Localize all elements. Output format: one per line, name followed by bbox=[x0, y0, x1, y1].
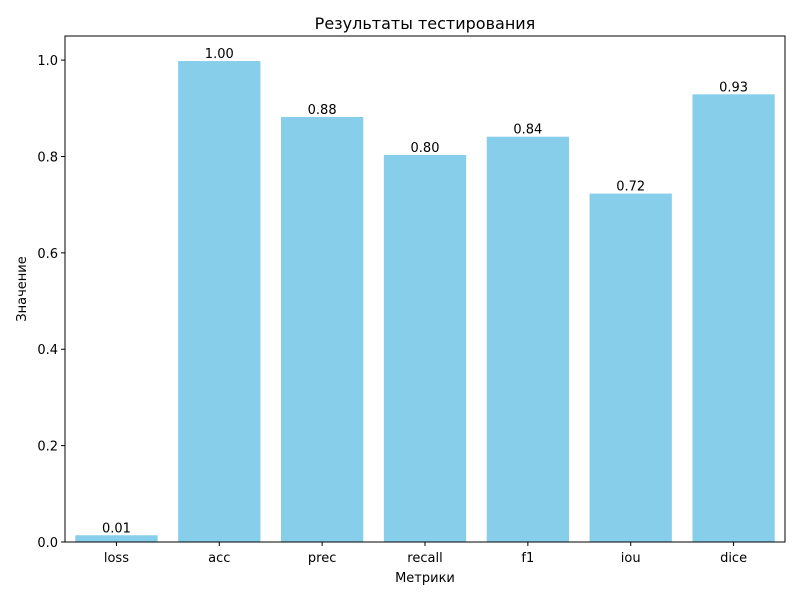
data-label-loss: 0.01 bbox=[102, 521, 131, 536]
y-tick-label: 0.8 bbox=[37, 150, 58, 165]
x-axis-label: Метрики bbox=[395, 571, 455, 586]
bar-f1 bbox=[486, 136, 569, 543]
bar-acc bbox=[178, 61, 261, 542]
x-tick-label-loss: loss bbox=[104, 551, 129, 566]
x-axis-ticks: loss acc prec recall f1 iou dice bbox=[104, 542, 747, 566]
bar-iou bbox=[589, 193, 672, 542]
bar-recall bbox=[383, 155, 467, 543]
data-labels: 0.01 1.00 0.88 0.80 0.84 0.72 0.93 bbox=[102, 47, 748, 536]
data-label-prec: 0.88 bbox=[308, 103, 337, 118]
bar-prec bbox=[281, 116, 364, 543]
y-axis-label: Значение bbox=[15, 256, 30, 321]
x-tick-label-f1: f1 bbox=[521, 551, 534, 566]
x-tick-label-acc: acc bbox=[208, 551, 230, 566]
data-label-iou: 0.72 bbox=[616, 180, 645, 195]
data-label-f1: 0.84 bbox=[513, 123, 542, 138]
y-tick-label: 0.0 bbox=[37, 536, 58, 551]
x-tick-label-recall: recall bbox=[407, 551, 442, 566]
bar-dice bbox=[692, 94, 775, 542]
y-axis-ticks: 0.0 0.2 0.4 0.6 0.8 1.0 bbox=[37, 54, 65, 551]
x-tick-label-dice: dice bbox=[720, 551, 747, 566]
bars bbox=[75, 61, 775, 543]
data-label-acc: 1.00 bbox=[205, 47, 234, 62]
plot-frame bbox=[64, 35, 786, 543]
y-tick-label: 1.0 bbox=[37, 54, 58, 69]
data-label-dice: 0.93 bbox=[719, 80, 748, 95]
x-tick-label-prec: prec bbox=[308, 551, 336, 566]
x-tick-label-iou: iou bbox=[621, 551, 641, 566]
bar-loss bbox=[75, 535, 158, 542]
y-tick-label: 0.6 bbox=[37, 247, 58, 262]
data-label-recall: 0.80 bbox=[411, 141, 440, 156]
chart-title: Результаты тестирования bbox=[315, 14, 536, 33]
y-tick-label: 0.2 bbox=[37, 440, 58, 455]
y-tick-label: 0.4 bbox=[37, 343, 58, 358]
